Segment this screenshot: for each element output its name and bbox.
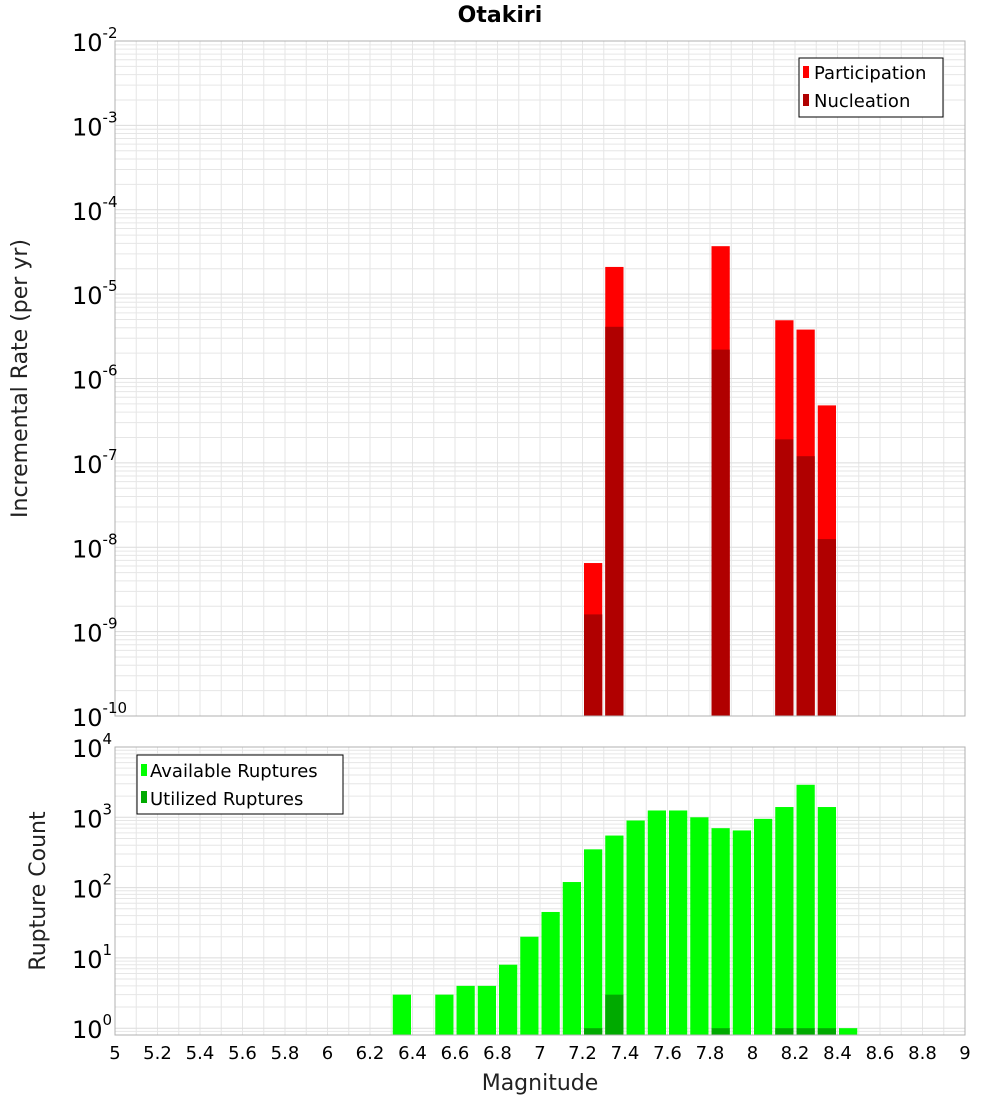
available-ruptures-bar <box>392 994 411 1035</box>
available-ruptures-bar <box>626 820 645 1035</box>
x-tick-label: 6 <box>322 1043 333 1064</box>
available-ruptures-bar <box>456 985 475 1035</box>
x-tick-label: 6.2 <box>356 1043 385 1064</box>
rate-y-tick-label: 10-3 <box>72 108 118 141</box>
rate-y-tick-label: 10-8 <box>72 530 118 563</box>
count-legend: Available Ruptures Utilized Ruptures <box>136 754 344 815</box>
count-y-tick-label: 101 <box>72 941 112 974</box>
rate-y-tick-label: 10-7 <box>72 446 118 479</box>
available-ruptures-bar <box>669 810 688 1035</box>
rate-bars <box>584 246 836 716</box>
available-ruptures-bar <box>541 911 560 1035</box>
utilized-ruptures-bar <box>584 1028 603 1035</box>
count-y-tick-label: 100 <box>72 1011 112 1044</box>
rate-legend-box <box>798 57 944 118</box>
rate-y-tick-label: 10-2 <box>72 24 118 57</box>
x-tick-label: 5.8 <box>271 1043 300 1064</box>
x-tick-label: 6.6 <box>441 1043 470 1064</box>
nucleation-bar <box>796 456 815 716</box>
available-ruptures-bar <box>499 964 518 1035</box>
available-ruptures-bar <box>839 1028 858 1035</box>
available-ruptures-bar <box>605 835 624 1035</box>
available-ruptures-bar <box>647 810 666 1035</box>
x-tick-label: 5.6 <box>228 1043 257 1064</box>
rate-y-tick-label: 10-5 <box>72 277 118 310</box>
count-y-ticks: 100 101 102 103 104 <box>72 730 112 1044</box>
nucleation-bar <box>775 439 794 716</box>
nucleation-bar <box>584 614 603 716</box>
rate-legend: Participation Nucleation <box>798 57 944 118</box>
utilized-ruptures-bar <box>605 994 624 1035</box>
x-tick-label: 9 <box>959 1043 970 1064</box>
x-tick-label: 8.8 <box>908 1043 937 1064</box>
available-ruptures-bar <box>520 936 539 1035</box>
rate-y-tick-label: 10-10 <box>72 699 127 732</box>
available-ruptures-bar <box>690 817 709 1035</box>
count-plot-frame <box>114 746 966 1036</box>
utilized-ruptures-bar <box>775 1028 794 1035</box>
nucleation-bar <box>605 326 624 716</box>
legend-label-participation: Participation <box>814 63 926 84</box>
count-y-axis-label: Rupture Count <box>26 811 51 971</box>
x-axis-label: Magnitude <box>482 1071 599 1096</box>
count-bars <box>392 784 858 1035</box>
x-tick-label: 6.8 <box>483 1043 512 1064</box>
nucleation-bar <box>711 349 730 716</box>
x-tick-label: 7.2 <box>568 1043 597 1064</box>
rate-grid <box>114 40 966 717</box>
x-tick-label: 7.4 <box>611 1043 640 1064</box>
legend-label-nucleation: Nucleation <box>814 91 910 112</box>
count-panel: 100 101 102 103 104 5 5.2 5.4 5.6 5.8 6 6.2 6.4 6.6 6… <box>26 730 971 1096</box>
x-tick-label: 7.6 <box>653 1043 682 1064</box>
nucleation-bar <box>817 539 836 716</box>
legend-swatch-nucleation <box>803 94 809 106</box>
rate-plot-frame <box>114 40 966 717</box>
x-tick-label: 5 <box>109 1043 120 1064</box>
available-ruptures-bar <box>562 882 581 1035</box>
available-ruptures-bar <box>435 994 454 1035</box>
rate-y-tick-label: 10-9 <box>72 615 118 648</box>
available-ruptures-bar <box>711 828 730 1035</box>
x-tick-label: 8.2 <box>781 1043 810 1064</box>
count-x-ticks: 5 5.2 5.4 5.6 5.8 6 6.2 6.4 6.6 6.8 7 7.2 7.4 7.6 7.8 8… <box>109 1043 970 1064</box>
available-ruptures-bar <box>817 807 836 1035</box>
count-legend-box <box>136 754 344 815</box>
available-ruptures-bar <box>477 985 496 1035</box>
rate-panel: 10-10 10-9 10-8 10-7 10-6 10-5 10-4 10-3 10-2 In… <box>8 24 966 732</box>
legend-label-available: Available Ruptures <box>150 761 318 782</box>
x-tick-label: 8 <box>747 1043 758 1064</box>
count-y-tick-label: 104 <box>72 730 112 763</box>
count-y-tick-label: 103 <box>72 800 112 833</box>
legend-label-utilized: Utilized Ruptures <box>150 789 303 810</box>
utilized-ruptures-bar <box>711 1028 730 1035</box>
x-tick-label: 7 <box>534 1043 545 1064</box>
rate-y-tick-label: 10-4 <box>72 193 118 226</box>
x-tick-label: 5.2 <box>143 1043 172 1064</box>
x-tick-label: 7.8 <box>696 1043 725 1064</box>
available-ruptures-bar <box>775 807 794 1035</box>
legend-swatch-participation <box>803 66 809 78</box>
legend-swatch-available <box>141 764 147 776</box>
x-tick-label: 8.4 <box>823 1043 852 1064</box>
available-ruptures-bar <box>732 830 751 1035</box>
legend-swatch-utilized <box>141 791 147 803</box>
available-ruptures-bar <box>584 849 603 1035</box>
rate-y-ticks: 10-10 10-9 10-8 10-7 10-6 10-5 10-4 10-3 10-2 <box>72 24 127 732</box>
chart-title: Otakiri <box>458 3 543 28</box>
rate-y-tick-label: 10-6 <box>72 362 118 395</box>
available-ruptures-bar <box>754 818 773 1035</box>
utilized-ruptures-bar <box>817 1028 836 1035</box>
rate-y-axis-label: Incremental Rate (per yr) <box>8 239 33 518</box>
utilized-ruptures-bar <box>796 1028 815 1035</box>
x-tick-label: 5.4 <box>186 1043 215 1064</box>
x-tick-label: 8.6 <box>866 1043 895 1064</box>
available-ruptures-bar <box>796 784 815 1035</box>
x-tick-label: 6.4 <box>398 1043 427 1064</box>
count-y-tick-label: 102 <box>72 871 112 904</box>
